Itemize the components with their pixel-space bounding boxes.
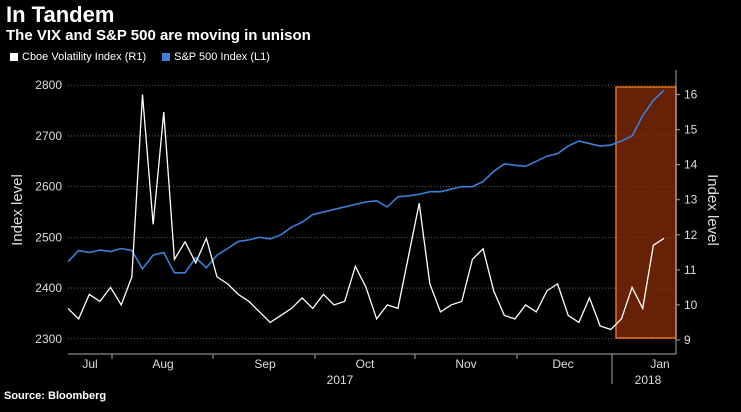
right-tick-label: 9 <box>684 333 691 347</box>
axes <box>68 70 677 355</box>
legend-label-vix: Cboe Volatility Index (R1) <box>22 51 147 63</box>
x-axis-ticks: Jul Aug Sep Oct Nov Dec Jan 2017 2018 <box>82 354 670 387</box>
legend-item-spx: S&P 500 Index (L1) <box>162 51 270 63</box>
right-tick-label: 12 <box>684 228 698 242</box>
right-tick-label: 13 <box>684 193 698 207</box>
left-tick-label: 2300 <box>35 332 62 346</box>
left-tick-label: 2400 <box>35 281 62 295</box>
legend-label-spx: S&P 500 Index (L1) <box>174 51 270 63</box>
x-tick-label: Dec <box>552 357 573 371</box>
spx-series-line <box>67 89 665 274</box>
left-axis-label: Index level <box>9 174 26 246</box>
x-tick-label: Nov <box>455 357 476 371</box>
left-tick-label: 2700 <box>35 129 62 143</box>
vix-series-line <box>67 94 665 331</box>
x-tick-label: Jan <box>650 357 669 371</box>
year-label: 2017 <box>327 373 354 387</box>
chart-subtitle: The VIX and S&P 500 are moving in unison <box>6 27 311 44</box>
right-axis-label: Index level <box>704 174 721 246</box>
right-tick-label: 16 <box>684 88 698 102</box>
spx-swatch-icon <box>162 53 171 61</box>
legend-item-vix: Cboe Volatility Index (R1) <box>10 51 146 63</box>
highlight-region <box>615 86 677 339</box>
left-tick-label: 2800 <box>35 78 62 92</box>
left-tick-label: 2500 <box>35 230 62 244</box>
x-tick-label: Jul <box>82 357 97 371</box>
grid-lines <box>68 84 676 340</box>
right-tick-label: 11 <box>684 263 697 277</box>
x-tick-label: Sep <box>254 357 276 371</box>
source-note: Source: Bloomberg <box>4 390 107 402</box>
x-tick-label: Aug <box>152 357 173 371</box>
right-axis-ticks: 9 10 11 12 13 14 15 16 <box>676 88 698 347</box>
right-tick-label: 10 <box>684 298 698 312</box>
chart-title: In Tandem <box>6 2 115 27</box>
left-tick-label: 2600 <box>35 180 62 194</box>
year-label: 2018 <box>635 373 662 387</box>
right-tick-label: 15 <box>684 123 698 137</box>
legend: Cboe Volatility Index (R1) S&P 500 Index… <box>10 51 270 63</box>
x-tick-label: Oct <box>356 357 375 371</box>
vix-swatch-icon <box>10 53 18 61</box>
right-tick-label: 14 <box>684 158 698 172</box>
left-axis-ticks: 2300 2400 2500 2600 2700 2800 <box>35 78 62 346</box>
